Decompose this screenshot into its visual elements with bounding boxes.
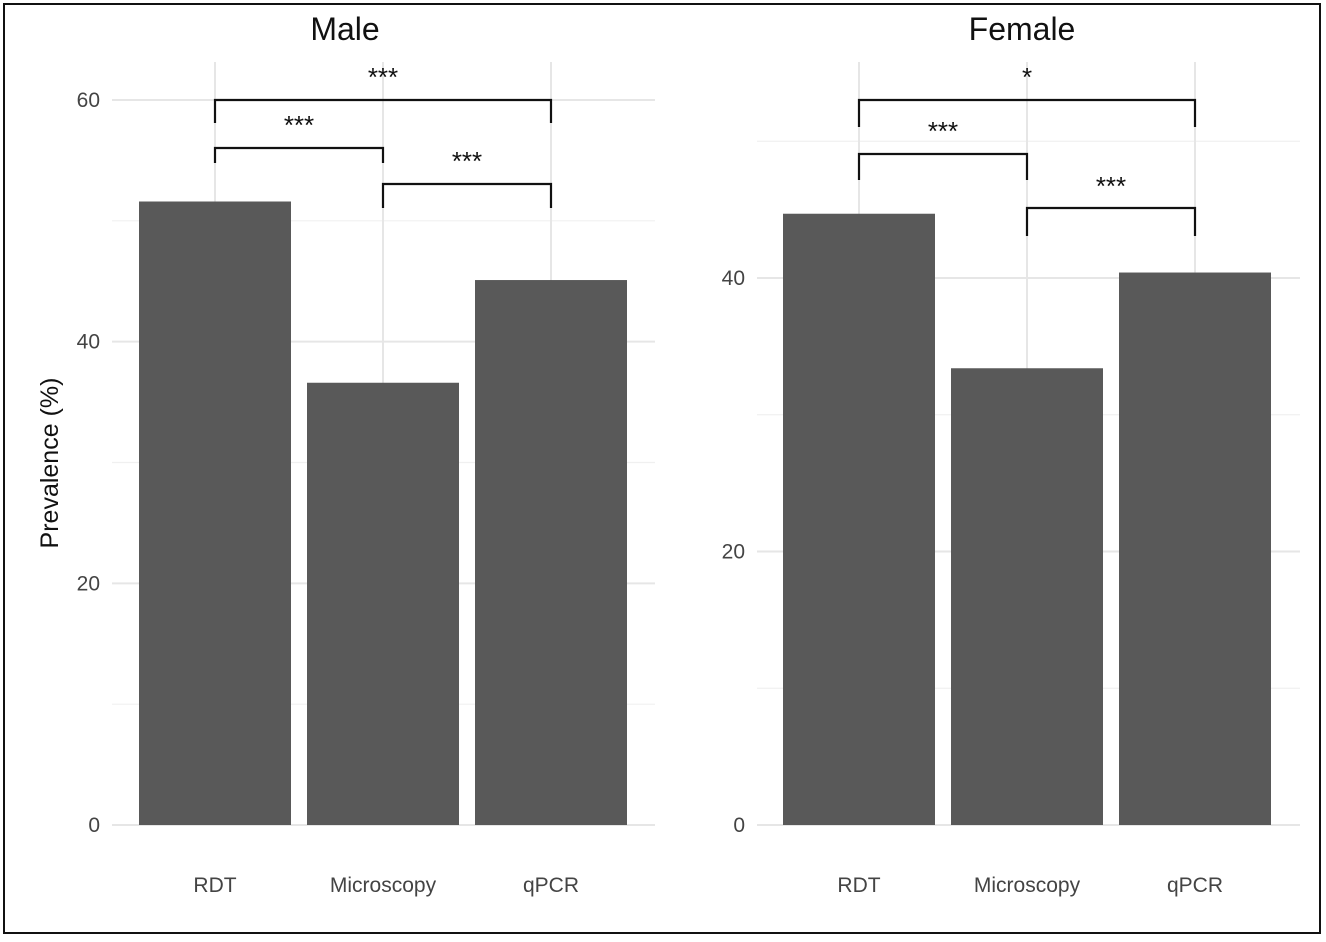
x-tick-label: qPCR — [1167, 874, 1223, 897]
y-tick-label: 20 — [77, 572, 100, 595]
panel-title: Male — [310, 11, 379, 47]
panel-title: Female — [969, 11, 1076, 47]
bar-rdt — [139, 201, 291, 825]
significance-bracket — [213, 146, 385, 163]
significance-label: * — [1022, 62, 1032, 92]
significance-label: *** — [452, 146, 482, 176]
y-tick-label: 40 — [77, 331, 100, 354]
significance-bracket — [857, 152, 1029, 180]
significance-bracket — [381, 182, 553, 208]
panel-male: 0 20 40 60 RDT Microscopy qPCR Male Prevalence (… — [36, 11, 655, 897]
significance-bracket — [1025, 206, 1197, 236]
x-tick-label: qPCR — [523, 874, 579, 897]
x-tick-label: Microscopy — [974, 874, 1081, 897]
y-axis-label: Prevalence (%) — [36, 378, 64, 549]
y-tick-label: 0 — [88, 814, 100, 837]
significance-label: *** — [368, 62, 398, 92]
x-tick-label: RDT — [837, 874, 880, 897]
significance-bracket — [213, 98, 553, 123]
bar-rdt — [783, 213, 935, 826]
y-tick-label: 60 — [77, 89, 100, 112]
significance-label: *** — [1096, 171, 1126, 201]
bar-microscopy — [307, 382, 459, 825]
significance-label: *** — [928, 116, 958, 146]
y-tick-label: 0 — [733, 814, 745, 837]
y-tick-label: 40 — [722, 267, 745, 290]
x-tick-label: Microscopy — [330, 874, 437, 897]
significance-bracket — [857, 98, 1197, 127]
significance-label: *** — [284, 110, 314, 140]
y-tick-label: 20 — [722, 541, 745, 564]
bar-qpcr — [475, 280, 627, 826]
bar-microscopy — [951, 368, 1103, 825]
bar-qpcr — [1119, 272, 1271, 825]
x-tick-label: RDT — [193, 874, 236, 897]
